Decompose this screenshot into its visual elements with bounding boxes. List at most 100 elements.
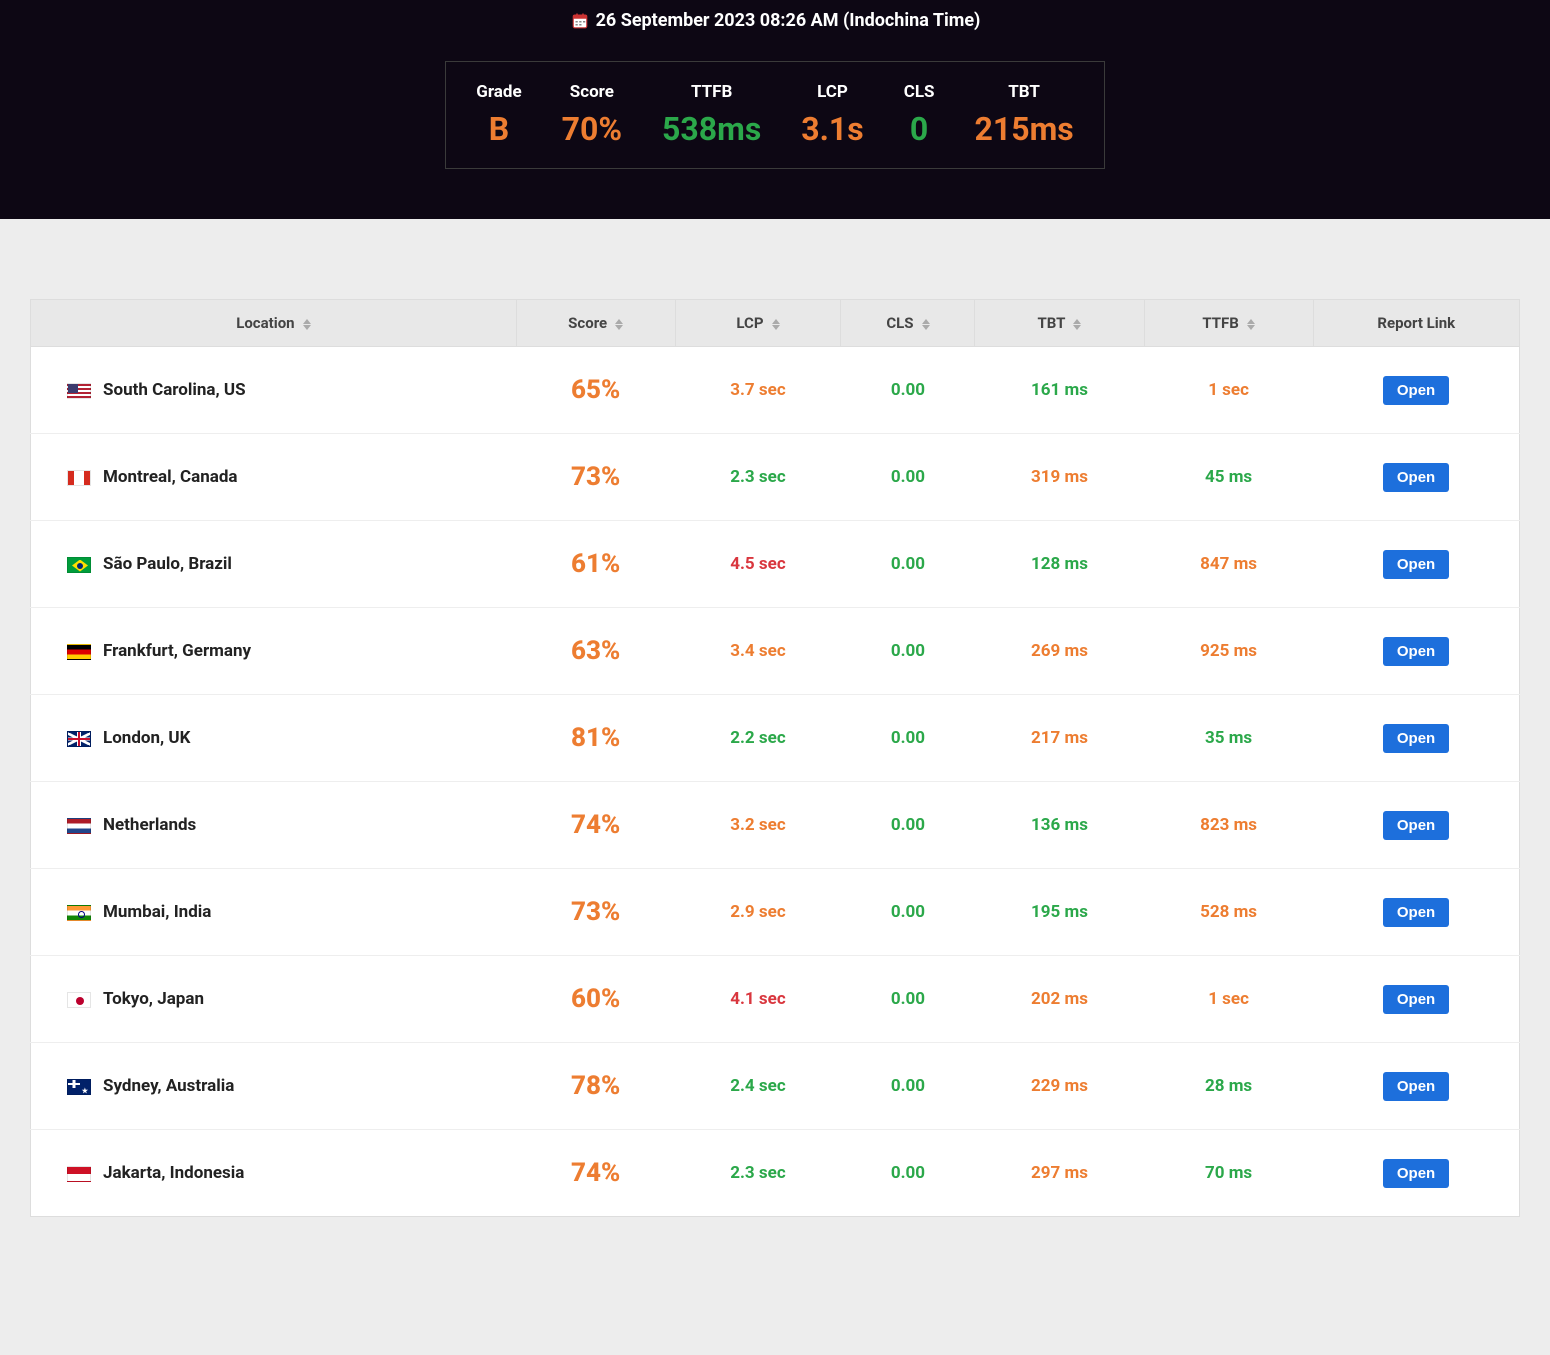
flag-icon [67,905,91,921]
table-row: Tokyo, Japan60%4.1 sec0.00202 ms1 secOpe… [31,956,1520,1043]
summary-label: Grade [476,82,521,102]
lcp-cell: 4.5 sec [675,521,841,608]
location-cell: Montreal, Canada [31,434,517,521]
report-link-cell: Open [1313,608,1519,695]
ttfb-cell: 528 ms [1144,869,1313,956]
cls-cell: 0.00 [841,956,975,1043]
sort-icon [615,319,623,330]
summary-label: LCP [817,82,848,102]
lcp-cell: 3.2 sec [675,782,841,869]
column-label: TTFB [1202,314,1239,332]
column-label: Location [236,314,294,332]
open-button[interactable]: Open [1383,898,1449,927]
tbt-cell: 195 ms [975,869,1144,956]
summary-value: 215ms [975,110,1074,148]
location-text: London, UK [103,728,190,748]
location-text: South Carolina, US [103,380,246,400]
summary-item-tbt: TBT215ms [975,82,1074,148]
location-cell: Jakarta, Indonesia [31,1130,517,1217]
open-button[interactable]: Open [1383,637,1449,666]
column-header-location[interactable]: Location [31,300,517,347]
column-label: Report Link [1377,314,1455,332]
calendar-icon [570,11,590,31]
tbt-cell: 297 ms [975,1130,1144,1217]
sort-icon [772,319,780,330]
column-header-ttfb[interactable]: TTFB [1144,300,1313,347]
column-header-score[interactable]: Score [516,300,675,347]
lcp-cell: 4.1 sec [675,956,841,1043]
cls-cell: 0.00 [841,434,975,521]
lcp-cell: 2.2 sec [675,695,841,782]
tbt-cell: 229 ms [975,1043,1144,1130]
summary-value: 70% [562,110,622,148]
column-label: LCP [736,314,763,332]
column-label: CLS [886,314,913,332]
open-button[interactable]: Open [1383,724,1449,753]
score-cell: 61% [516,521,675,608]
location-text: Frankfurt, Germany [103,641,251,661]
flag-icon [67,1166,91,1182]
lcp-cell: 3.4 sec [675,608,841,695]
location-text: Montreal, Canada [103,467,238,487]
sort-icon [1247,319,1255,330]
table-row: Montreal, Canada73%2.3 sec0.00319 ms45 m… [31,434,1520,521]
summary-value: 0 [910,110,928,148]
table-header: Location Score LCP CLS TBT TTFB Report Link [31,300,1520,347]
column-header-report-link: Report Link [1313,300,1519,347]
summary-label: CLS [904,82,935,102]
flag-icon [67,818,91,834]
open-button[interactable]: Open [1383,550,1449,579]
flag-icon [67,1079,91,1095]
ttfb-cell: 925 ms [1144,608,1313,695]
location-text: Netherlands [103,815,196,835]
ttfb-cell: 823 ms [1144,782,1313,869]
open-button[interactable]: Open [1383,1159,1449,1188]
location-cell: Sydney, Australia [31,1043,517,1130]
open-button[interactable]: Open [1383,1072,1449,1101]
location-text: Tokyo, Japan [103,989,204,1009]
open-button[interactable]: Open [1383,985,1449,1014]
summary-value: 3.1s [801,110,863,148]
flag-icon [67,992,91,1008]
open-button[interactable]: Open [1383,811,1449,840]
open-button[interactable]: Open [1383,463,1449,492]
report-link-cell: Open [1313,956,1519,1043]
summary-item-lcp: LCP 3.1s [801,82,863,148]
lcp-cell: 2.3 sec [675,434,841,521]
timestamp-text: 26 September 2023 08:26 AM (Indochina Ti… [596,10,981,31]
ttfb-cell: 45 ms [1144,434,1313,521]
score-cell: 78% [516,1043,675,1130]
location-text: Sydney, Australia [103,1076,234,1096]
summary-value: 538ms [662,110,761,148]
column-header-lcp[interactable]: LCP [675,300,841,347]
ttfb-cell: 28 ms [1144,1043,1313,1130]
location-cell: Netherlands [31,782,517,869]
column-header-cls[interactable]: CLS [841,300,975,347]
cls-cell: 0.00 [841,347,975,434]
column-header-tbt[interactable]: TBT [975,300,1144,347]
tbt-cell: 269 ms [975,608,1144,695]
score-cell: 73% [516,869,675,956]
summary-item-ttfb: TTFB 538ms [662,82,761,148]
ttfb-cell: 847 ms [1144,521,1313,608]
flag-icon [67,383,91,399]
cls-cell: 0.00 [841,1043,975,1130]
location-text: São Paulo, Brazil [103,554,232,574]
score-cell: 63% [516,608,675,695]
location-cell: São Paulo, Brazil [31,521,517,608]
summary-label: TTFB [691,82,732,102]
cls-cell: 0.00 [841,695,975,782]
column-label: Score [568,314,607,332]
table-row: South Carolina, US65%3.7 sec0.00161 ms1 … [31,347,1520,434]
open-button[interactable]: Open [1383,376,1449,405]
location-cell: Mumbai, India [31,869,517,956]
ttfb-cell: 70 ms [1144,1130,1313,1217]
cls-cell: 0.00 [841,782,975,869]
tbt-cell: 128 ms [975,521,1144,608]
table-row: London, UK81%2.2 sec0.00217 ms35 msOpen [31,695,1520,782]
summary-item-cls: CLS 0 [904,82,935,148]
report-link-cell: Open [1313,869,1519,956]
flag-icon [67,731,91,747]
flag-icon [67,557,91,573]
cls-cell: 0.00 [841,521,975,608]
